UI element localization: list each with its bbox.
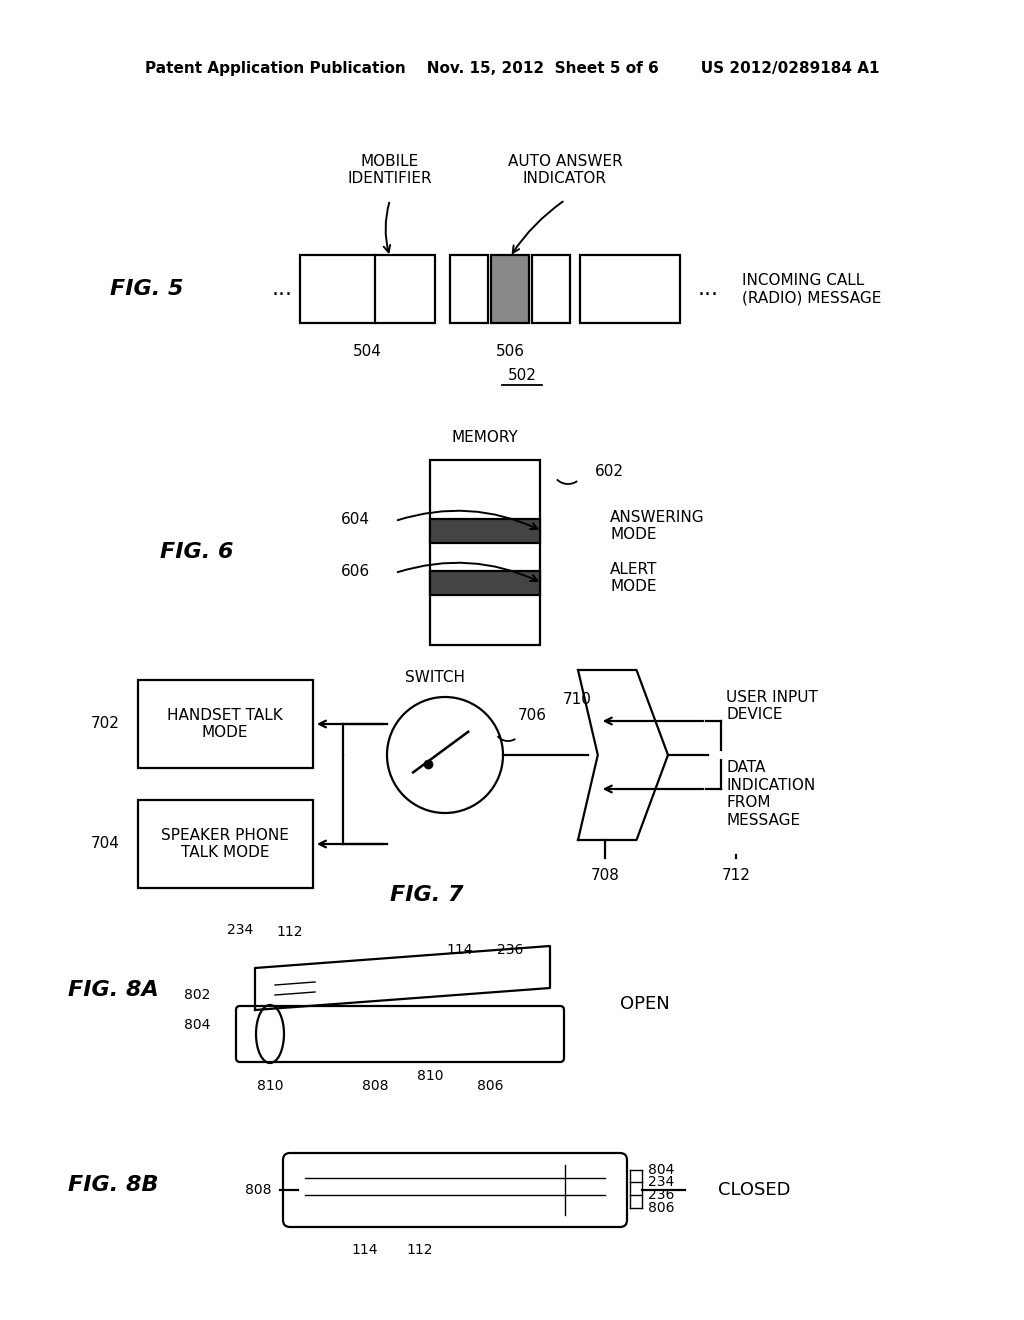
Text: 506: 506 xyxy=(496,343,524,359)
Text: MEMORY: MEMORY xyxy=(452,430,518,446)
Bar xyxy=(138,800,313,888)
Text: 502: 502 xyxy=(508,367,537,383)
Text: 706: 706 xyxy=(518,708,547,722)
Text: FIG. 8A: FIG. 8A xyxy=(68,979,159,1001)
Bar xyxy=(300,255,435,323)
Text: 236: 236 xyxy=(497,942,523,957)
Text: 802: 802 xyxy=(183,987,210,1002)
Text: INCOMING CALL
(RADIO) MESSAGE: INCOMING CALL (RADIO) MESSAGE xyxy=(742,273,882,305)
Text: 234: 234 xyxy=(227,923,253,937)
Text: 806: 806 xyxy=(477,1078,503,1093)
Bar xyxy=(490,255,529,323)
Text: HANDSET TALK
MODE: HANDSET TALK MODE xyxy=(167,708,283,741)
Text: 504: 504 xyxy=(352,343,381,359)
Bar xyxy=(450,255,488,323)
Text: 710: 710 xyxy=(563,693,592,708)
Text: 708: 708 xyxy=(591,867,620,883)
Text: SPEAKER PHONE
TALK MODE: SPEAKER PHONE TALK MODE xyxy=(161,828,289,861)
Bar xyxy=(532,255,570,323)
Text: 808: 808 xyxy=(361,1078,388,1093)
Text: FIG. 8B: FIG. 8B xyxy=(68,1175,159,1195)
Text: 606: 606 xyxy=(341,564,370,578)
Bar xyxy=(430,519,540,543)
Text: 810: 810 xyxy=(257,1078,284,1093)
Text: 810: 810 xyxy=(417,1069,443,1082)
Bar xyxy=(580,255,680,323)
Text: SWITCH: SWITCH xyxy=(406,669,465,685)
FancyBboxPatch shape xyxy=(236,1006,564,1063)
Text: 804: 804 xyxy=(183,1018,210,1032)
Text: CLOSED: CLOSED xyxy=(718,1181,791,1199)
Text: Patent Application Publication    Nov. 15, 2012  Sheet 5 of 6        US 2012/028: Patent Application Publication Nov. 15, … xyxy=(144,61,880,75)
Bar xyxy=(430,459,540,645)
Text: ALERT
MODE: ALERT MODE xyxy=(610,562,657,594)
Text: ...: ... xyxy=(697,279,719,300)
Bar xyxy=(430,572,540,595)
Text: 112: 112 xyxy=(407,1243,433,1257)
Text: 804: 804 xyxy=(648,1163,675,1177)
Text: ...: ... xyxy=(271,279,293,300)
Text: 704: 704 xyxy=(91,837,120,851)
Text: 234: 234 xyxy=(648,1175,674,1189)
Text: FIG. 5: FIG. 5 xyxy=(110,279,183,300)
Text: 112: 112 xyxy=(276,925,303,939)
Text: OPEN: OPEN xyxy=(620,995,670,1012)
Text: 702: 702 xyxy=(91,717,120,731)
Text: DATA
INDICATION
FROM
MESSAGE: DATA INDICATION FROM MESSAGE xyxy=(726,760,815,828)
FancyBboxPatch shape xyxy=(283,1152,627,1228)
Text: 808: 808 xyxy=(246,1183,272,1197)
Text: 236: 236 xyxy=(648,1188,675,1203)
Text: USER INPUT
DEVICE: USER INPUT DEVICE xyxy=(726,690,818,722)
Bar xyxy=(138,680,313,768)
Text: 604: 604 xyxy=(341,511,370,527)
Text: AUTO ANSWER
INDICATOR: AUTO ANSWER INDICATOR xyxy=(508,154,623,186)
Text: FIG. 6: FIG. 6 xyxy=(160,543,233,562)
Text: 602: 602 xyxy=(595,465,624,479)
Text: MOBILE
IDENTIFIER: MOBILE IDENTIFIER xyxy=(348,154,432,186)
Text: ANSWERING
MODE: ANSWERING MODE xyxy=(610,510,705,543)
Text: 712: 712 xyxy=(722,867,751,883)
Text: 806: 806 xyxy=(648,1201,675,1214)
Text: 114: 114 xyxy=(446,942,473,957)
Text: FIG. 7: FIG. 7 xyxy=(390,884,464,906)
Text: 114: 114 xyxy=(352,1243,378,1257)
